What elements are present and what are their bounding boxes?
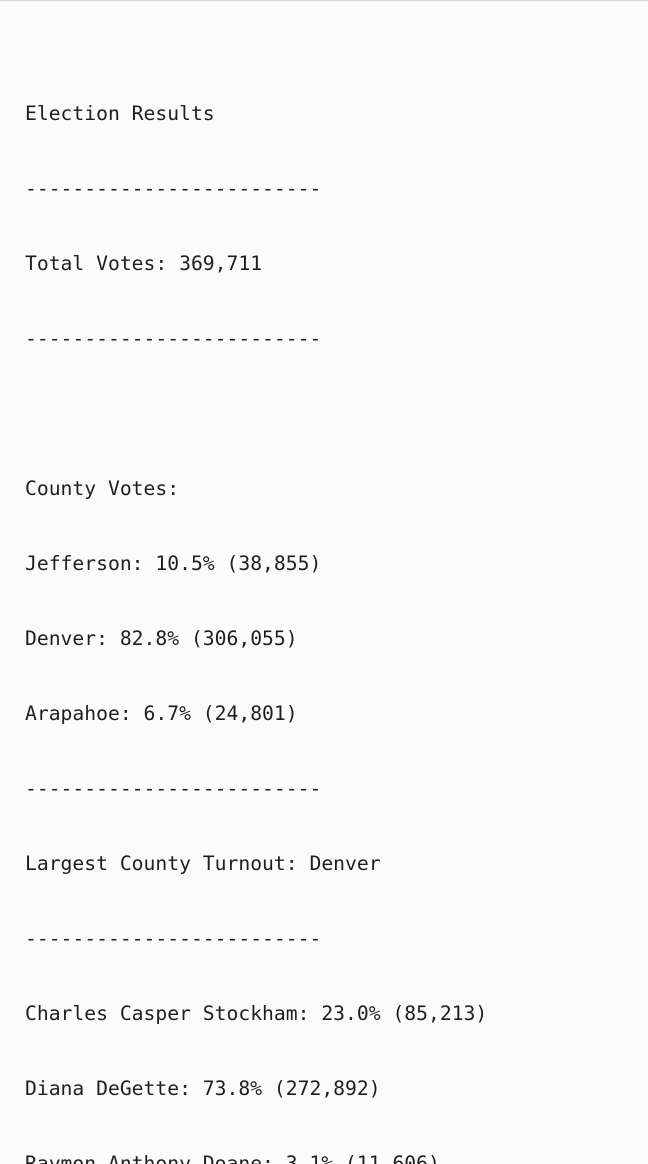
separator: -------------------------: [25, 927, 322, 950]
output-line: Largest County Turnout: Denver: [25, 852, 381, 875]
output-line: Total Votes: 369,711: [25, 252, 263, 275]
separator: -------------------------: [25, 327, 322, 350]
output-line: Arapahoe: 6.7% (24,801): [25, 702, 298, 725]
blank-line: [25, 401, 487, 426]
output-line: Jefferson: 10.5% (38,855): [25, 552, 322, 575]
output-line: Raymon Anthony Doane: 3.1% (11,606): [25, 1152, 440, 1164]
output-line: Denver: 82.8% (306,055): [25, 627, 298, 650]
output-line: Diana DeGette: 73.8% (272,892): [25, 1077, 381, 1100]
output-line: Election Results: [25, 102, 215, 125]
text-output: Election Results -----------------------…: [25, 51, 487, 1164]
output-line: Charles Casper Stockham: 23.0% (85,213): [25, 1002, 488, 1025]
separator: -------------------------: [25, 177, 322, 200]
separator: -------------------------: [25, 777, 322, 800]
output-line: County Votes:: [25, 477, 180, 500]
